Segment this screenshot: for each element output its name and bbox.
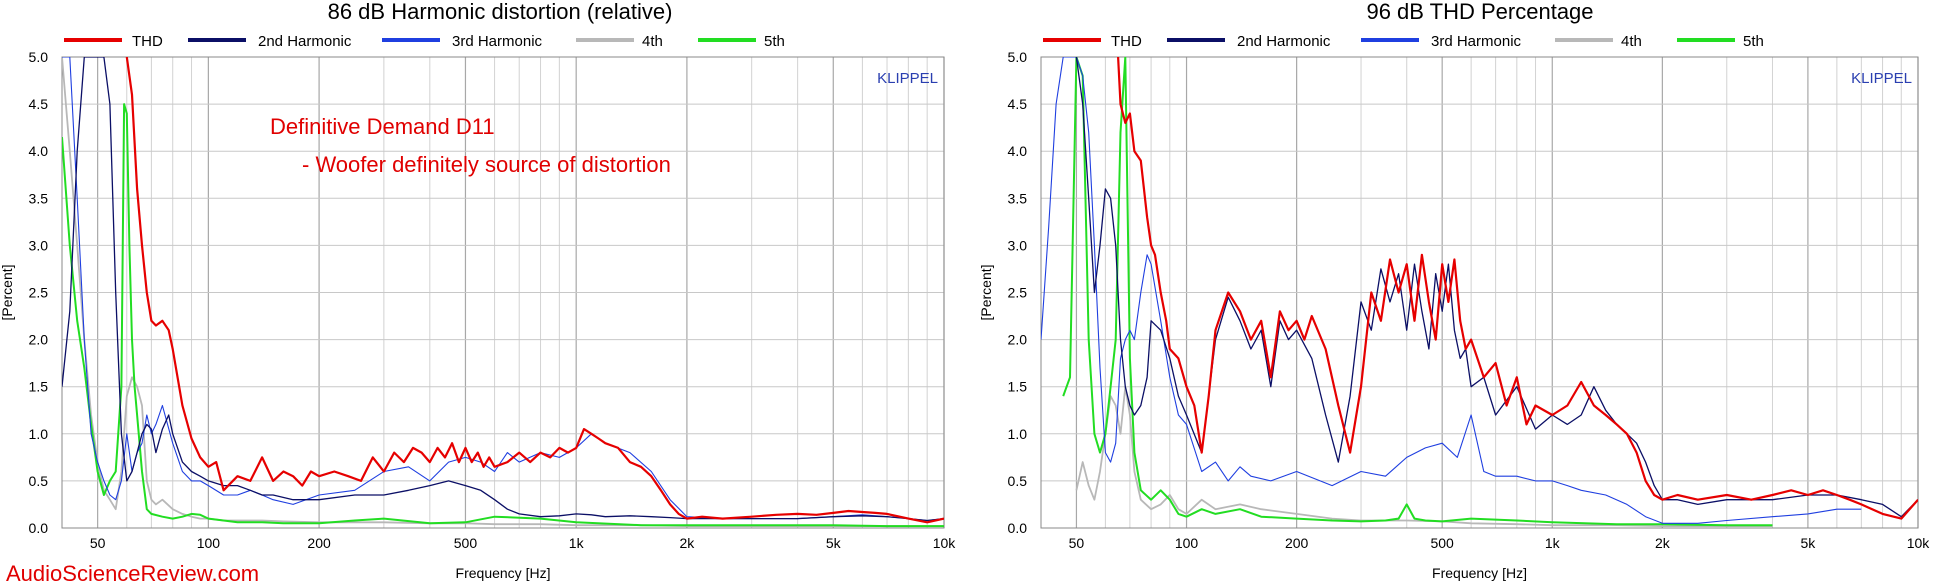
chart1-series-thd: [125, 57, 944, 524]
chart2-y-axis-label: [Percent]: [978, 264, 994, 320]
chart1-y-axis-label: [Percent]: [0, 264, 15, 320]
chart2-title: 96 dB THD Percentage: [1366, 0, 1593, 24]
chart2-y-tick-label: 4.0: [1008, 143, 1028, 159]
chart2-brand-label: KLIPPEL: [1851, 70, 1912, 87]
chart2-series-5th: [1062, 57, 1773, 527]
chart2-legend-label: 2nd Harmonic: [1237, 33, 1331, 50]
chart1-legend-label: THD: [132, 33, 163, 50]
chart1-y-tick-label: 5.0: [29, 49, 49, 65]
chart1-series-2nd-harmonic: [62, 57, 944, 522]
chart2-x-tick-label: 1k: [1545, 535, 1561, 551]
chart2-y-tick-label: 3.0: [1008, 237, 1028, 253]
chart1-legend-label: 2nd Harmonic: [258, 33, 352, 50]
chart2-x-tick-label: 10k: [1907, 535, 1931, 551]
chart2-x-tick-label: 2k: [1655, 535, 1671, 551]
chart1-series-4th: [62, 57, 944, 527]
chart1-series-5th: [62, 103, 944, 528]
chart1-brand-label: KLIPPEL: [877, 70, 938, 87]
chart1-y-tick-label: 0.5: [29, 473, 49, 489]
chart1-y-tick-label: 1.5: [29, 379, 49, 395]
chart2-series-2nd-harmonic: [1075, 57, 1918, 518]
chart1-title: 86 dB Harmonic distortion (relative): [328, 0, 673, 24]
chart2-plot-frame: [1040, 56, 1919, 529]
chart2-legend-label: 5th: [1743, 33, 1764, 50]
chart1-y-tick-label: 2.0: [29, 332, 49, 348]
chart1-series-3rd-harmonic: [62, 57, 944, 522]
chart2-y-tick-label: 4.5: [1008, 96, 1028, 112]
chart2-y-tick-label: 1.0: [1008, 426, 1028, 442]
chart1-x-tick-label: 100: [197, 535, 221, 551]
chart2-legend-label: 3rd Harmonic: [1431, 33, 1522, 50]
chart1-y-tick-label: 0.0: [29, 520, 49, 536]
chart2-x-tick-label: 50: [1069, 535, 1085, 551]
chart2-y-tick-label: 2.5: [1008, 285, 1028, 301]
chart1-y-tick-label: 2.5: [29, 285, 49, 301]
chart1-legend-label: 3rd Harmonic: [452, 33, 543, 50]
chart2-x-tick-label: 100: [1175, 535, 1199, 551]
chart1-x-tick-label: 5k: [826, 535, 842, 551]
chart1-y-tick-label: 1.0: [29, 426, 49, 442]
watermark-text: AudioScienceReview.com: [6, 561, 259, 586]
chart1-annotation: Definitive Demand D11: [270, 114, 495, 139]
chart1-x-tick-label: 500: [454, 535, 478, 551]
chart2-x-tick-label: 5k: [1801, 535, 1817, 551]
chart1-x-tick-label: 50: [90, 535, 106, 551]
chart1-annotation: - Woofer definitely source of distortion: [302, 152, 671, 177]
chart1-x-tick-label: 200: [307, 535, 331, 551]
chart1-plot-frame: [61, 56, 945, 529]
chart2-y-tick-label: 5.0: [1008, 49, 1028, 65]
chart2-series-3rd-harmonic: [1041, 57, 1862, 524]
chart2-legend-label: 4th: [1621, 33, 1642, 50]
chart1-x-tick-label: 10k: [933, 535, 957, 551]
chart1-y-tick-label: 3.5: [29, 190, 49, 206]
chart2-y-tick-label: 0.0: [1008, 520, 1028, 536]
chart2-series-4th: [1075, 385, 1773, 527]
chart2-y-tick-label: 2.0: [1008, 332, 1028, 348]
chart1-legend-label: 4th: [642, 33, 663, 50]
chart1-y-tick-label: 3.0: [29, 237, 49, 253]
chart2-y-tick-label: 0.5: [1008, 473, 1028, 489]
chart1-legend-label: 5th: [764, 33, 785, 50]
chart2-x-tick-label: 500: [1430, 535, 1454, 551]
chart1-x-tick-label: 1k: [569, 535, 585, 551]
chart1-x-tick-label: 2k: [680, 535, 696, 551]
chart2-x-tick-label: 200: [1285, 535, 1309, 551]
chart1-x-axis-label: Frequency [Hz]: [456, 565, 551, 581]
chart2-series-thd: [1117, 57, 1918, 520]
chart2-y-tick-label: 3.5: [1008, 190, 1028, 206]
chart1-y-tick-label: 4.0: [29, 143, 49, 159]
chart1-y-tick-label: 4.5: [29, 96, 49, 112]
chart2-legend-label: THD: [1111, 33, 1142, 50]
chart2-x-axis-label: Frequency [Hz]: [1432, 565, 1527, 581]
chart2-y-tick-label: 1.5: [1008, 379, 1028, 395]
